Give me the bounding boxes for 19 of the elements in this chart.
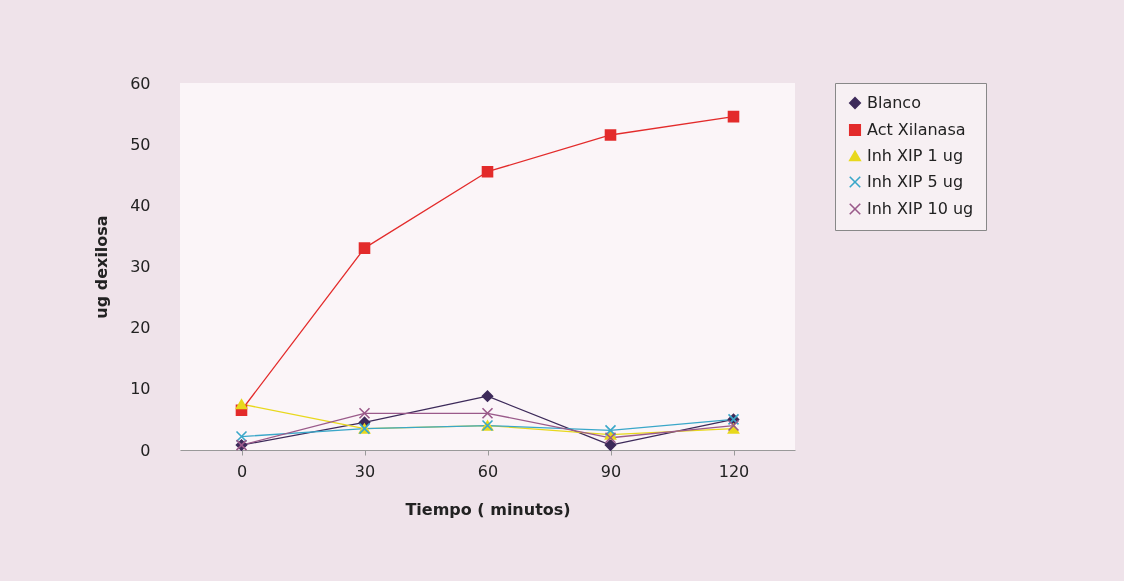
x-tick-label: 60 [477, 461, 499, 481]
y-tick-label: 30 [130, 257, 151, 276]
x-tick-label: 30 [354, 461, 376, 481]
y-tick-label: 50 [130, 134, 151, 154]
legend-label: Act Xilanasa [867, 120, 966, 139]
y-tick-label: 0 [140, 440, 151, 460]
y-tick-label: 60 [130, 73, 151, 93]
legend-label: Inh XIP 5 ug [867, 172, 964, 191]
legend-label: Inh XIP 10 ug [867, 199, 974, 218]
legend-label: Inh XIP 1 ug [867, 146, 964, 165]
legend-label: Blanco [867, 93, 921, 112]
x-tick-label: 120 [718, 461, 750, 481]
y-axis-title: ug dexilosa [92, 215, 112, 319]
x-tick-label: 0 [236, 461, 248, 481]
x-axis-title: Tiempo ( minutos) [405, 499, 571, 519]
y-tick-label: 20 [130, 318, 151, 338]
y-tick-label: 40 [130, 195, 151, 215]
y-tick-label: 10 [130, 379, 151, 399]
x-tick-label: 90 [600, 461, 622, 481]
